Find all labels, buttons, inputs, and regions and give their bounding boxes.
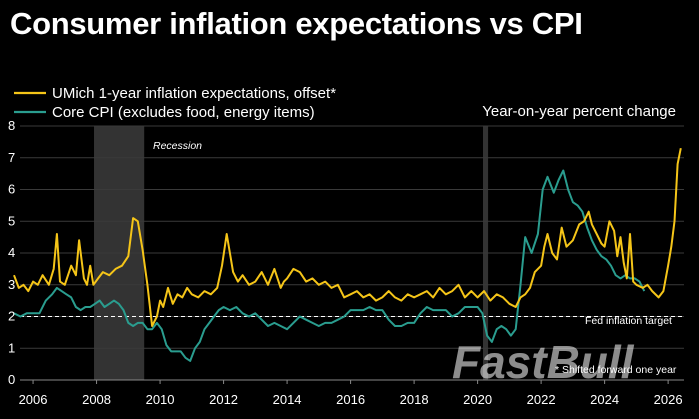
series-lines bbox=[13, 148, 682, 362]
y-tick-label-7: 7 bbox=[8, 150, 15, 165]
footnote: * Shifted forward one year bbox=[555, 364, 677, 376]
x-axis-ticks: 2006 2008 2010 2012 2014 2016 2018 2020 2022 2024… bbox=[19, 380, 683, 407]
y-axis-ticks: 0 1 2 3 4 5 6 7 8 bbox=[8, 118, 15, 387]
y-tick-label-5: 5 bbox=[8, 213, 15, 228]
y-tick-label-0: 0 bbox=[8, 372, 15, 387]
x-tick-label-2010: 2010 bbox=[146, 392, 175, 407]
umich-expectations-line bbox=[13, 148, 682, 327]
core-cpi-line bbox=[13, 169, 646, 362]
watermark: FastBull bbox=[452, 336, 635, 388]
legend-label-cpi: Core CPI (excludes food, energy items) bbox=[52, 104, 315, 121]
x-tick-label-2008: 2008 bbox=[82, 392, 111, 407]
x-tick-label-2014: 2014 bbox=[273, 392, 302, 407]
x-tick-label-2018: 2018 bbox=[400, 392, 429, 407]
fed-target-label: Fed inflation target bbox=[585, 315, 672, 327]
x-tick-label-2022: 2022 bbox=[527, 392, 556, 407]
legend-label-umich: UMich 1-year inflation expectations, off… bbox=[52, 85, 336, 102]
y-tick-label-6: 6 bbox=[8, 182, 15, 197]
x-tick-label-2020: 2020 bbox=[463, 392, 492, 407]
y-tick-label-4: 4 bbox=[8, 245, 15, 260]
x-tick-label-2016: 2016 bbox=[336, 392, 365, 407]
y-tick-label-1: 1 bbox=[8, 340, 15, 355]
x-tick-label-2006: 2006 bbox=[19, 392, 48, 407]
legend: UMich 1-year inflation expectations, off… bbox=[14, 85, 336, 121]
x-tick-label-2012: 2012 bbox=[209, 392, 238, 407]
y-tick-label-2: 2 bbox=[8, 309, 15, 324]
gridlines bbox=[20, 125, 684, 381]
page-title: Consumer inflation expectations vs CPI bbox=[10, 6, 583, 41]
recession-label: Recession bbox=[153, 140, 202, 152]
x-tick-label-2026: 2026 bbox=[654, 392, 683, 407]
y-tick-label-8: 8 bbox=[8, 118, 15, 133]
y-tick-label-3: 3 bbox=[8, 277, 15, 292]
x-tick-label-2024: 2024 bbox=[590, 392, 619, 407]
chart-subtitle: Year-on-year percent change bbox=[482, 103, 676, 120]
